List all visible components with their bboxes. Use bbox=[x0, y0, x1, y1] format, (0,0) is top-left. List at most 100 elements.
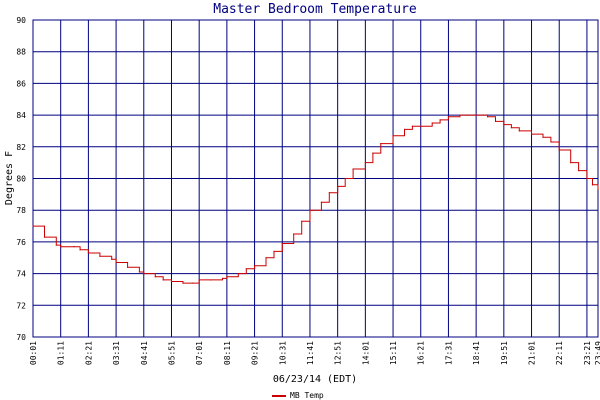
x-tick-label: 10:31 bbox=[278, 341, 287, 365]
data-point bbox=[439, 119, 441, 121]
y-tick-label: 70 bbox=[16, 333, 26, 342]
x-tick-label: 00:01 bbox=[29, 341, 38, 365]
x-tick-label: 14:01 bbox=[361, 341, 370, 365]
data-point bbox=[55, 244, 57, 246]
data-point bbox=[487, 116, 489, 118]
data-point bbox=[73, 246, 75, 248]
data-point bbox=[320, 201, 323, 203]
data-point bbox=[542, 136, 544, 138]
data-point bbox=[328, 192, 330, 194]
data-point bbox=[530, 133, 533, 135]
x-tick-label: 22:11 bbox=[555, 341, 564, 365]
data-point bbox=[154, 276, 156, 278]
data-point bbox=[352, 168, 354, 170]
data-point bbox=[467, 114, 469, 116]
x-tick-label: 04:41 bbox=[140, 341, 149, 365]
data-point bbox=[138, 271, 141, 273]
data-point bbox=[411, 125, 414, 127]
data-point bbox=[237, 273, 239, 275]
data-point bbox=[170, 280, 173, 283]
y-tick-label: 72 bbox=[16, 301, 26, 310]
data-point bbox=[494, 120, 497, 123]
x-tick-label: 02:21 bbox=[84, 341, 93, 365]
x-tick-label: 12:51 bbox=[334, 341, 343, 365]
data-point bbox=[372, 152, 374, 154]
y-tick-label: 78 bbox=[16, 206, 26, 215]
x-tick-label: 01:11 bbox=[57, 341, 66, 365]
data-point bbox=[447, 116, 450, 118]
data-point bbox=[245, 268, 247, 270]
data-point bbox=[558, 149, 560, 151]
data-point bbox=[459, 114, 461, 116]
data-point bbox=[281, 242, 283, 245]
data-point bbox=[431, 122, 433, 124]
data-point bbox=[550, 141, 552, 143]
x-tick-label: 08:11 bbox=[223, 341, 232, 365]
data-point bbox=[293, 233, 295, 235]
legend-label-mb-temp: MB Temp bbox=[290, 391, 324, 400]
data-point bbox=[32, 225, 34, 227]
x-tick-label: 23:49 bbox=[594, 341, 600, 365]
y-axis-label: Degrees F bbox=[4, 151, 15, 205]
x-tick-label: 09:21 bbox=[251, 341, 260, 365]
y-tick-label: 88 bbox=[16, 48, 26, 57]
data-point bbox=[301, 220, 303, 222]
data-point bbox=[210, 279, 212, 281]
x-tick-label: 05:51 bbox=[167, 341, 176, 365]
data-point bbox=[273, 250, 275, 253]
data-point bbox=[392, 135, 394, 137]
plot-area-frame bbox=[32, 19, 599, 338]
x-tick-label: 11:41 bbox=[306, 341, 315, 365]
data-point bbox=[162, 279, 164, 281]
y-tick-label: 84 bbox=[16, 111, 26, 120]
grid bbox=[32, 19, 599, 338]
x-axis-ticks: 00:01 01:11 02:21 03:31 04:41 05:51 07:01 08:11… bbox=[29, 341, 600, 365]
data-point bbox=[518, 130, 520, 132]
series-layer bbox=[32, 114, 599, 284]
legend: MB Temp bbox=[272, 391, 324, 400]
x-tick-label: 18:41 bbox=[472, 341, 481, 365]
y-tick-label: 80 bbox=[16, 175, 26, 184]
data-point bbox=[503, 124, 505, 126]
data-point bbox=[198, 279, 200, 281]
data-point bbox=[309, 209, 311, 211]
data-point bbox=[265, 257, 267, 259]
data-point bbox=[420, 125, 422, 127]
data-point bbox=[43, 236, 46, 238]
data-point bbox=[597, 188, 599, 191]
data-point bbox=[344, 177, 346, 180]
data-point bbox=[570, 162, 572, 164]
x-tick-label: 19:51 bbox=[500, 341, 509, 365]
data-point bbox=[87, 252, 89, 254]
x-tick-label: 21:01 bbox=[528, 341, 537, 365]
data-point bbox=[60, 246, 62, 248]
data-point bbox=[591, 184, 594, 186]
data-point bbox=[221, 277, 224, 279]
data-point bbox=[475, 114, 477, 116]
series-line-mb-temp bbox=[33, 114, 599, 284]
y-tick-label: 86 bbox=[16, 79, 26, 88]
data-point bbox=[226, 276, 228, 278]
y-axis-ticks: 70 72 74 76 78 80 82 84 86 88 90 bbox=[16, 16, 26, 342]
y-tick-label: 76 bbox=[16, 238, 26, 247]
data-point bbox=[126, 266, 129, 268]
chart-title: Master Bedroom Temperature bbox=[213, 2, 417, 17]
data-point bbox=[253, 265, 256, 267]
data-point bbox=[364, 162, 366, 164]
data-point bbox=[79, 249, 81, 251]
y-tick-label: 82 bbox=[16, 143, 26, 152]
x-axis-label: 06/23/14 (EDT) bbox=[273, 374, 357, 385]
x-tick-label: 17:31 bbox=[444, 341, 453, 365]
x-tick-label: 15:11 bbox=[389, 341, 398, 365]
data-point bbox=[99, 255, 101, 257]
data-point bbox=[337, 185, 339, 188]
data-point bbox=[182, 282, 184, 284]
data-point bbox=[380, 143, 382, 145]
data-point bbox=[192, 282, 194, 284]
x-tick-label: 03:31 bbox=[112, 341, 121, 365]
data-point bbox=[403, 128, 406, 130]
x-tick-label: 07:01 bbox=[195, 341, 204, 365]
data-point bbox=[111, 258, 113, 260]
x-tick-label: 16:21 bbox=[417, 341, 426, 365]
